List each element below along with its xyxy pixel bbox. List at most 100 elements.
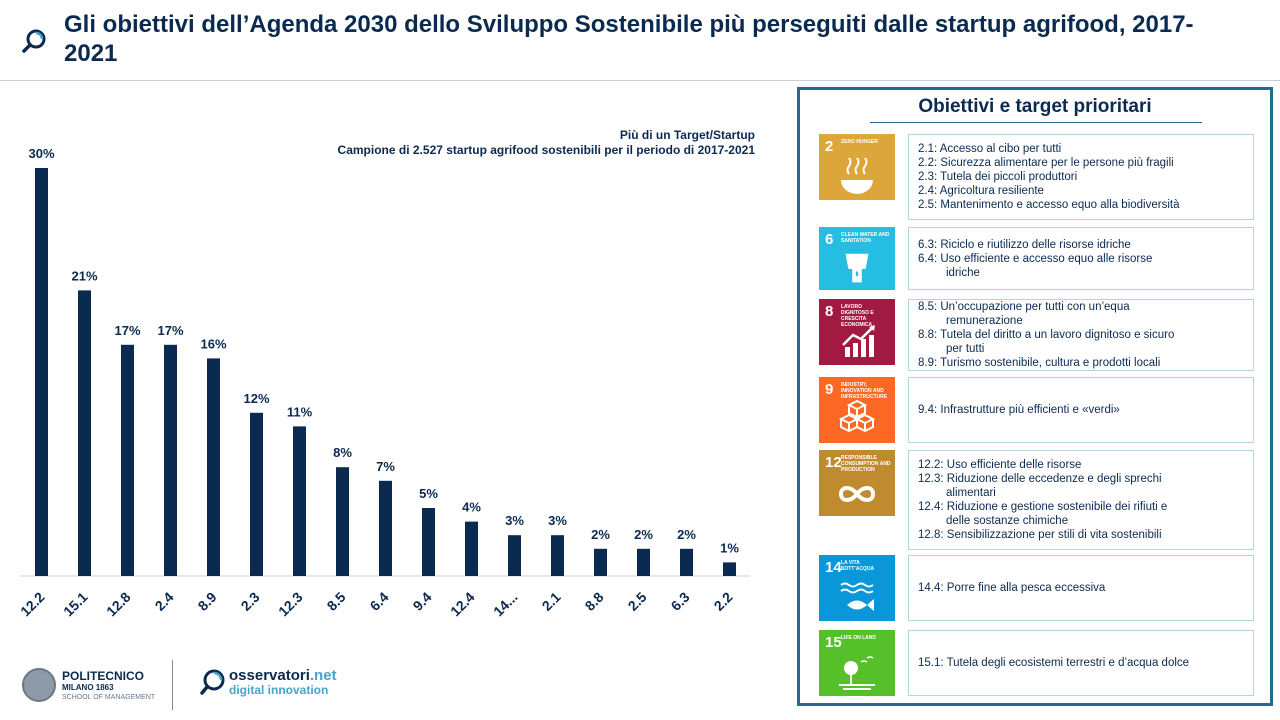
- target-item: 9.4: Infrastrutture più efficienti e «ve…: [918, 403, 1244, 417]
- target-item: 12.4: Riduzione e gestione sostenibile d…: [918, 500, 1244, 528]
- target-text: 8.8: Tutela del diritto a un lavoro dign…: [918, 329, 1175, 341]
- bar: [164, 344, 177, 576]
- target-item: 6.3: Riciclo e riutilizzo delle risorse …: [918, 238, 1244, 252]
- sdg-goal-9-tile: 9 INDUSTRY, INNOVATION AND INFRASTRUCTURE: [819, 377, 895, 443]
- sdg-goal-15-tile: 15 LIFE ON LAND: [819, 630, 895, 696]
- target-text: 15.1: Tutela degli ecosistemi terrestri …: [918, 657, 1190, 669]
- target-item: 15.1: Tutela degli ecosistemi terrestri …: [918, 656, 1244, 670]
- sdg-number: 6: [825, 231, 834, 248]
- bar: [78, 290, 91, 576]
- cubes-icon: [838, 399, 876, 433]
- target-text-continuation: delle sostanze chimiche: [946, 515, 1069, 527]
- sdg-goal-12-targets: 12.2: Uso efficiente delle risorse 12.3: …: [908, 450, 1254, 550]
- sdg-goal-14-tile: 14 LA VITA SOTT’ACQUA: [819, 555, 895, 621]
- title-divider: [0, 80, 1280, 81]
- target-text: 12.8: Sensibilizzazione per stili di vit…: [918, 529, 1162, 541]
- sdg-number: 15: [825, 634, 842, 651]
- panel-title: Obiettivi e target prioritari: [918, 96, 1152, 117]
- x-tick-label: 2.3: [238, 589, 263, 614]
- bar: [207, 358, 220, 576]
- bar: [723, 562, 736, 576]
- data-label: 2%: [591, 527, 610, 542]
- sdg-label: LIFE ON LAND: [841, 635, 876, 641]
- data-label: 8%: [333, 445, 352, 460]
- oss-sub: digital innovation: [229, 683, 329, 697]
- bar: [637, 548, 650, 576]
- bar: [379, 480, 392, 576]
- bar: [35, 168, 48, 576]
- data-label: 12%: [243, 391, 269, 406]
- bar: [293, 426, 306, 576]
- footer-divider: [172, 660, 173, 710]
- data-label: 2%: [677, 527, 696, 542]
- sdg-goal-15-targets: 15.1: Tutela degli ecosistemi terrestri …: [908, 630, 1254, 696]
- x-tick-label: 12.4: [447, 589, 478, 620]
- target-item: 8.9: Turismo sostenibile, cultura e prod…: [918, 356, 1244, 370]
- target-item: 2.5: Mantenimento e accesso equo alla bi…: [918, 198, 1244, 212]
- target-item: 2.3: Tutela dei piccoli produttori: [918, 170, 1244, 184]
- data-label: 17%: [157, 323, 183, 338]
- targets-panel: Obiettivi e target prioritari 2 ZERO HUNG…: [797, 87, 1273, 706]
- data-label: 11%: [287, 404, 313, 419]
- sdg-goal-12-tile: 12 RESPONSIBLE CONSUMPTION AND PRODUCTION: [819, 450, 895, 516]
- chart-note-line1: Più di un Target/Startup: [619, 128, 755, 142]
- target-text: 12.4: Riduzione e gestione sostenibile d…: [918, 501, 1168, 513]
- fish-icon: [840, 582, 874, 611]
- bar: [594, 548, 607, 576]
- target-item: 2.1: Accesso al cibo per tutti: [918, 142, 1244, 156]
- poli-sub: MILANO 1863: [62, 683, 114, 692]
- data-label: 16%: [200, 336, 226, 351]
- x-tick-label: 8.9: [195, 589, 220, 614]
- bar: [551, 535, 564, 576]
- target-text: 6.4: Uso efficiente e accesso equo alle …: [918, 252, 1153, 265]
- infinity-icon: [838, 486, 876, 502]
- sdg-number: 8: [825, 303, 834, 320]
- target-text: 8.9: Turismo sostenibile, cultura e prod…: [918, 357, 1161, 369]
- x-tick-label: 8.5: [324, 589, 349, 614]
- sdg-goal-9-targets: 9.4: Infrastrutture più efficienti e «ve…: [908, 377, 1254, 443]
- sdg-goal-8-tile: 8 LAVORO DIGNITOSO E CRESCITA ECONOMICA: [819, 299, 895, 365]
- x-tick-label: 2.5: [625, 589, 650, 614]
- x-tick-label: 2.4: [152, 589, 177, 614]
- sdg-number: 14: [825, 559, 842, 576]
- osservatori-magnifier-icon: [200, 669, 225, 695]
- data-label: 17%: [114, 323, 140, 338]
- sdg-goal-2-tile: 2 ZERO HUNGER: [819, 134, 895, 200]
- bar: [465, 521, 478, 576]
- target-item: 14.4: Porre fine alla pesca eccessiva: [918, 581, 1244, 595]
- target-text-continuation: per tutti: [946, 343, 985, 355]
- sdg-label: INDUSTRY, INNOVATION AND INFRASTRUCTURE: [841, 382, 888, 400]
- target-text: 2.4: Agricoltura resiliente: [918, 185, 1044, 197]
- sdg-goal-8-targets: 8.5: Un’occupazione per tutti con un’equ…: [908, 299, 1254, 371]
- target-item: 2.4: Agricoltura resiliente: [918, 184, 1244, 198]
- food-bowl-icon: [841, 157, 873, 194]
- sdg-number: 12: [825, 454, 842, 471]
- sdg-goal-14-targets: 14.4: Porre fine alla pesca eccessiva: [908, 555, 1254, 621]
- politecnico-logo: POLITECNICO MILANO 1863 SCHOOL OF MANAGE…: [62, 670, 155, 702]
- data-label: 3%: [505, 513, 524, 528]
- target-item: 8.5: Un’occupazione per tutti con un’equ…: [918, 300, 1244, 328]
- sdg-label: RESPONSIBLE CONSUMPTION AND PRODUCTION: [841, 455, 891, 473]
- bar: [121, 344, 134, 576]
- x-tick-label: 12.2: [17, 589, 48, 620]
- target-item: 12.3: Riduzione delle eccedenze e degli …: [918, 472, 1244, 500]
- growth-chart-icon: [842, 325, 875, 357]
- x-tick-label: 2.2: [711, 589, 736, 614]
- data-label: 2%: [634, 527, 653, 542]
- x-tick-label: 2.1: [539, 589, 564, 614]
- target-text: 8.5: Un’occupazione per tutti con un’equ…: [918, 301, 1130, 313]
- data-label: 7%: [376, 459, 395, 474]
- sdg-label: LAVORO DIGNITOSO E CRESCITA ECONOMICA: [841, 304, 874, 328]
- bar: [680, 548, 693, 576]
- data-label: 1%: [720, 540, 739, 555]
- x-tick-label: 14...: [490, 589, 521, 620]
- page-title: Gli obiettivi dell’Agenda 2030 dello Svi…: [64, 11, 1194, 67]
- sdg-label: ZERO HUNGER: [841, 139, 878, 145]
- sdg-goal-6-tile: 6 CLEAN WATER AND SANITATION: [819, 227, 895, 290]
- x-tick-label: 8.8: [582, 589, 607, 614]
- target-item: 12.2: Uso efficiente delle risorse: [918, 458, 1244, 472]
- sdg-goal-6-targets: 6.3: Riciclo e riutilizzo delle risorse …: [908, 227, 1254, 290]
- oss-name: osservatori.net: [229, 667, 337, 684]
- target-text: 6.3: Riciclo e riutilizzo delle risorse …: [918, 238, 1131, 251]
- target-text: 2.2: Sicurezza alimentare per le persone…: [918, 157, 1174, 169]
